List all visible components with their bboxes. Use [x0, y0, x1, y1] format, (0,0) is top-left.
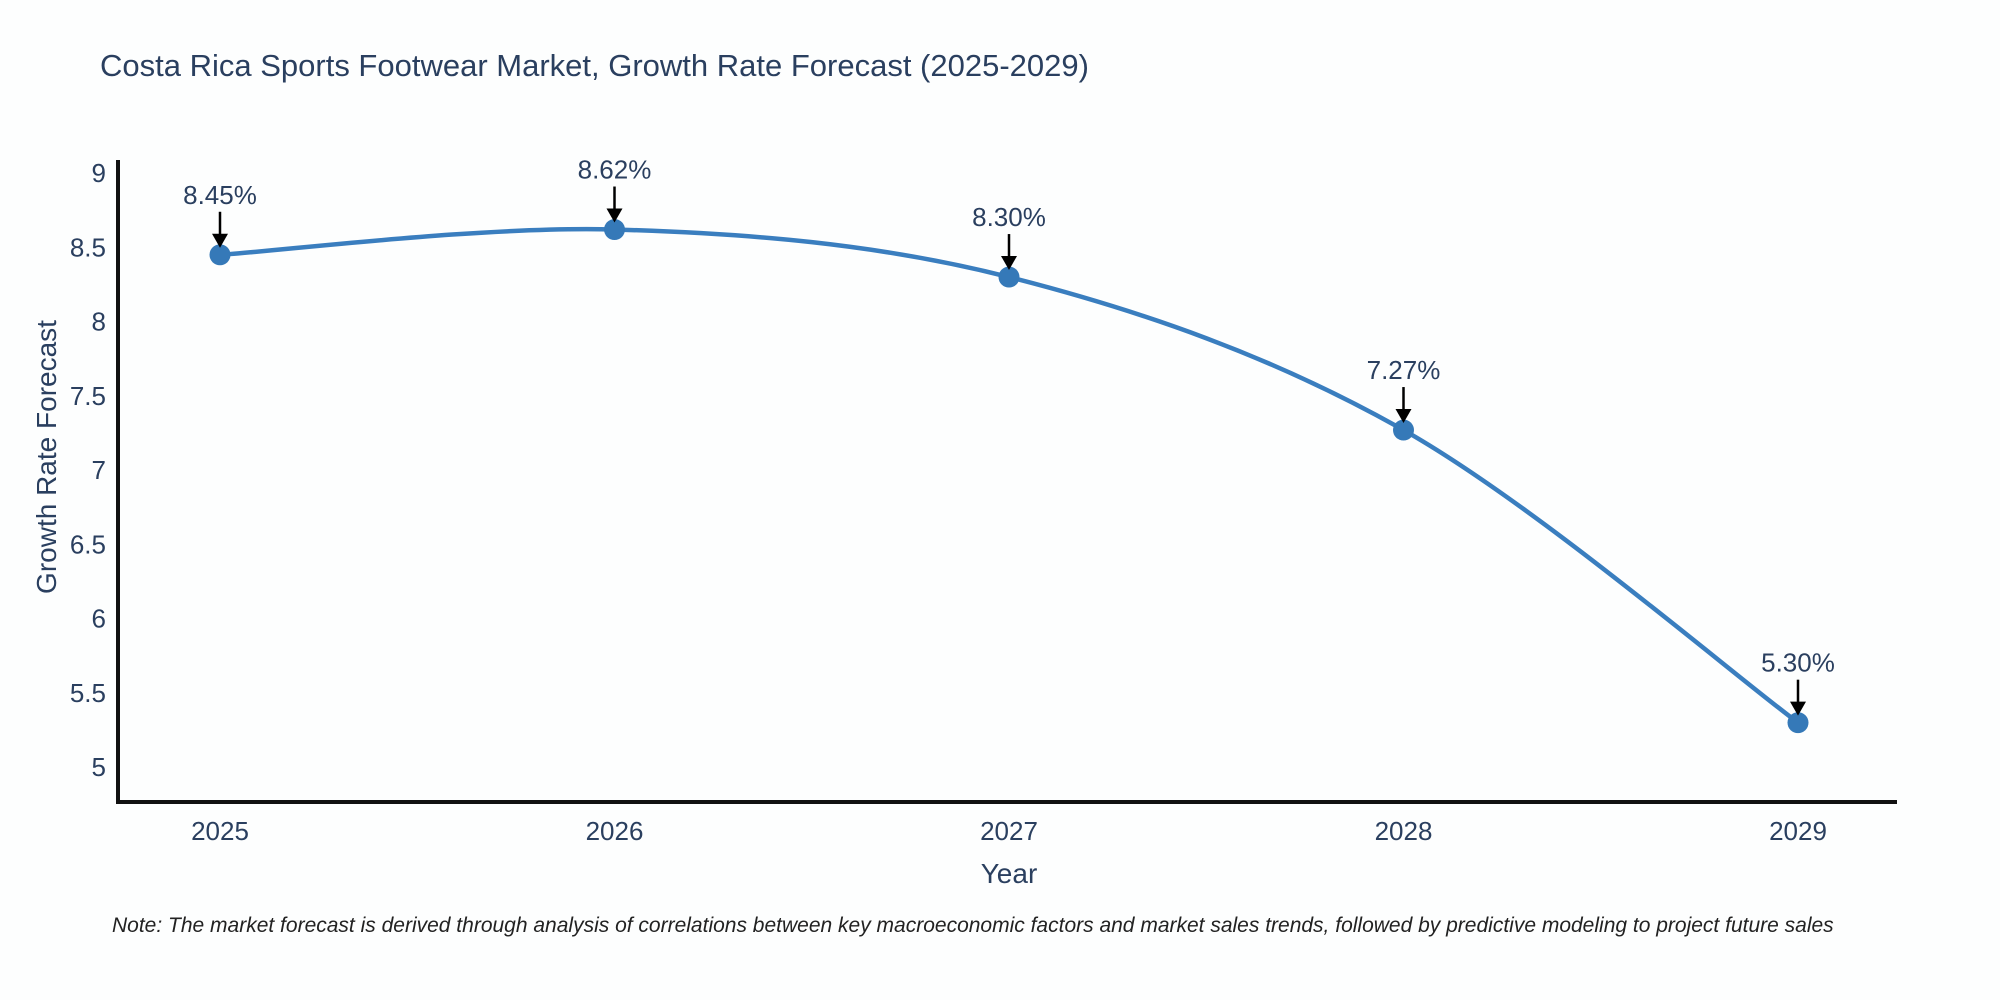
data-point[interactable] — [209, 244, 231, 266]
annotation-arrowhead — [1790, 701, 1806, 716]
trend-line — [217, 226, 1801, 725]
x-tick-label: 2025 — [191, 816, 249, 846]
data-point[interactable] — [998, 266, 1020, 288]
chart-title: Costa Rica Sports Footwear Market, Growt… — [100, 48, 1089, 83]
x-tick-label: 2027 — [980, 816, 1038, 846]
annotation-arrowhead — [606, 208, 623, 223]
annotation-label: 8.45% — [183, 180, 257, 210]
y-tick-label: 5.5 — [70, 678, 106, 708]
y-tick-label: 9 — [92, 158, 106, 188]
y-axis-title: Growth Rate Forecast — [31, 320, 62, 594]
x-tick-label: 2029 — [1769, 816, 1827, 846]
axis-line — [116, 160, 1897, 804]
x-tick-label: 2026 — [586, 816, 644, 846]
y-tick-label: 7 — [92, 455, 106, 485]
y-tick-label: 8 — [92, 307, 106, 337]
data-point[interactable] — [1787, 712, 1809, 734]
data-point[interactable] — [604, 219, 625, 241]
annotation-label: 5.30% — [1761, 648, 1835, 678]
y-tick-label: 5 — [92, 752, 106, 782]
data-point[interactable] — [1393, 419, 1414, 441]
y-tick-label: 8.5 — [70, 232, 106, 262]
x-axis-title: Year — [980, 858, 1038, 889]
y-tick-label: 6.5 — [70, 529, 106, 559]
annotation-arrowhead — [1395, 409, 1412, 424]
annotation-label: 8.62% — [578, 155, 652, 185]
annotation-arrowhead — [212, 233, 228, 248]
y-tick-label: 6 — [92, 604, 106, 634]
annotation-label: 8.30% — [972, 202, 1046, 232]
x-tick-label: 2028 — [1375, 816, 1433, 846]
annotation-arrowhead — [1001, 256, 1017, 271]
annotation-label: 7.27% — [1367, 355, 1441, 385]
y-tick-label: 7.5 — [70, 381, 106, 411]
footnote: Note: The market forecast is derived thr… — [112, 914, 1834, 937]
